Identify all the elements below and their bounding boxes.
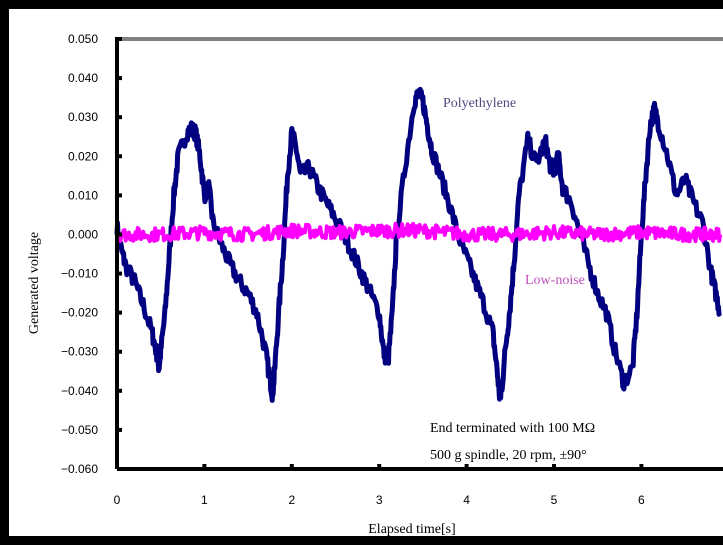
- y-tick-label: −0.010: [61, 267, 98, 281]
- series-line-polyethylene: [114, 86, 722, 403]
- y-tick-label: 0.050: [68, 32, 98, 46]
- y-axis-label: Generated voltage: [27, 232, 42, 334]
- y-tick-label: −0.060: [61, 462, 98, 476]
- y-tick-label: −0.050: [61, 423, 98, 437]
- series-label-low-noise: Low-noise: [525, 273, 585, 288]
- axes-layer: [115, 37, 723, 471]
- x-tick-label: 6: [638, 493, 645, 507]
- x-axis-label: Elapsed time[s]: [368, 522, 455, 537]
- x-tick-label: 0: [114, 493, 121, 507]
- y-tick-label: 0.000: [68, 227, 98, 241]
- annotation-termination: End terminated with 100 MΩ: [430, 421, 595, 436]
- y-tick-label: −0.020: [61, 306, 98, 320]
- y-tick-label: 0.010: [68, 188, 98, 202]
- x-tick-label: 5: [551, 493, 558, 507]
- y-tick-label: −0.030: [61, 345, 98, 359]
- x-tick-label: 2: [288, 493, 295, 507]
- x-tick-label: 1: [201, 493, 208, 507]
- series-label-polyethylene: Polyethylene: [443, 96, 516, 111]
- series-line-low-noise: [115, 221, 723, 244]
- y-tick-label: 0.020: [68, 149, 98, 163]
- series-layer: [114, 86, 723, 403]
- y-tick-label: 0.030: [68, 110, 98, 124]
- ticks-layer: 0.050 0.040 0.030 0.020 0.010 0.000 −0.010 −0.0…: [61, 32, 645, 507]
- x-tick-label: 3: [376, 493, 383, 507]
- annotation-spindle: 500 g spindle, 20 rpm, ±90°: [430, 448, 587, 463]
- y-tick-label: −0.040: [61, 384, 98, 398]
- x-tick-label: 4: [463, 493, 470, 507]
- y-tick-label: 0.040: [68, 71, 98, 85]
